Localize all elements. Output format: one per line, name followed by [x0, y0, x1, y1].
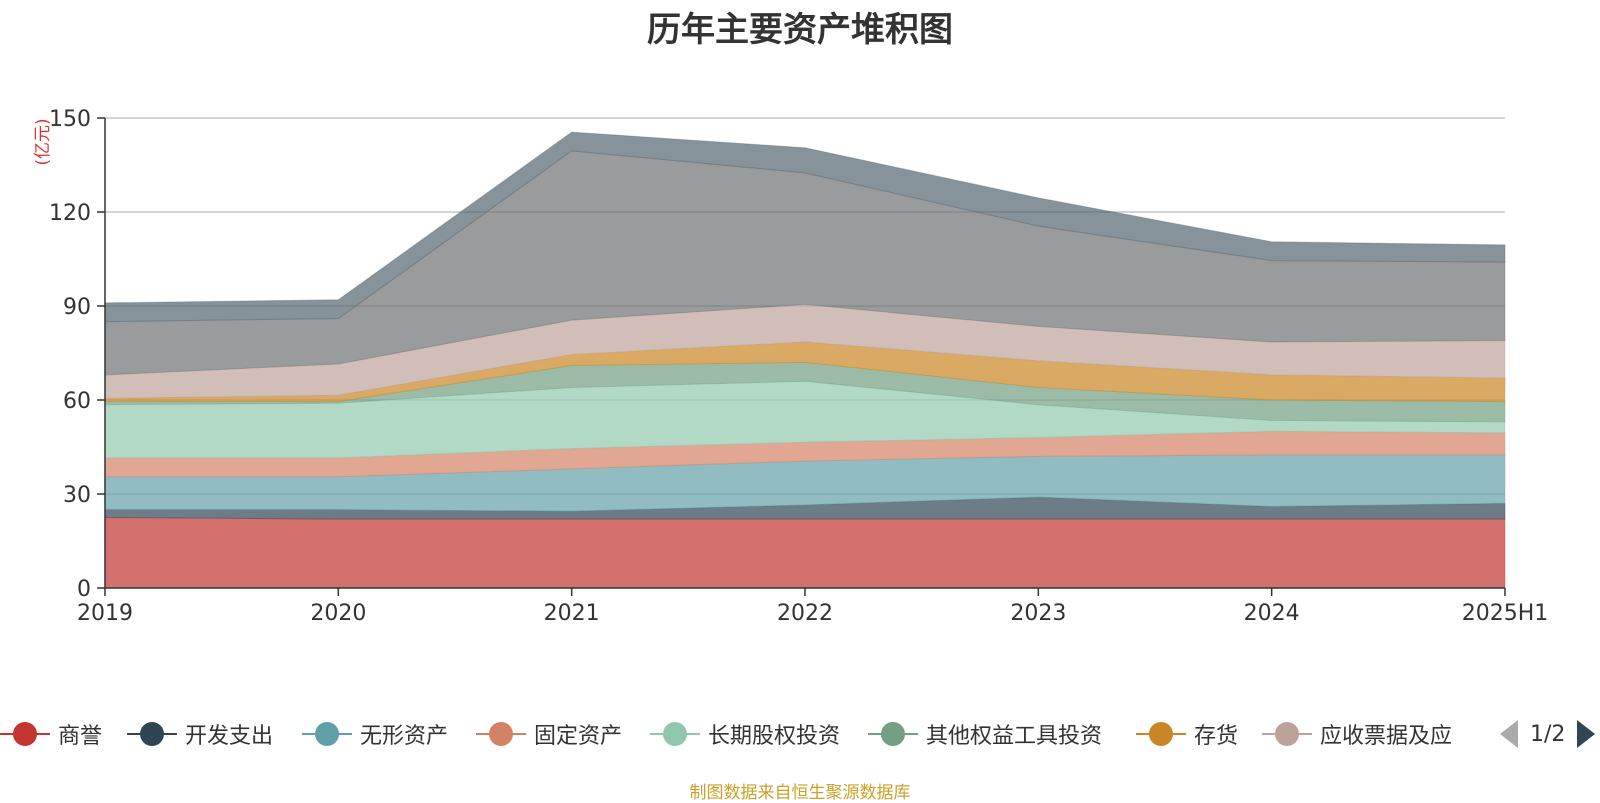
legend-marker-icon	[302, 712, 352, 756]
axis-labels: 0 30 60 90 120 150 2019 2020 2021 2022 2023 2024 202…	[33, 107, 1548, 626]
legend-dot	[315, 722, 339, 746]
pager-page-indicator: 1/2	[1530, 721, 1566, 747]
legend-label: 无形资产	[360, 724, 449, 749]
legend-label: 其他权益工具投资	[926, 724, 1103, 749]
legend-marker-icon	[868, 712, 918, 756]
x-tick-label: 2022	[777, 601, 833, 626]
area-series-0	[104, 516, 1506, 589]
x-tick-label: 2024	[1244, 601, 1300, 626]
pager-next-arrow-icon[interactable]	[1577, 720, 1596, 748]
legend-item[interactable]: 应收票据及应	[1262, 712, 1452, 756]
y-axis-unit-label: (亿元)	[33, 118, 53, 165]
y-tick-label: 60	[63, 389, 91, 414]
legend-item[interactable]: 其他权益工具投资	[868, 712, 1102, 756]
legend-item[interactable]: 存货	[1136, 712, 1238, 756]
x-tick-label: 2025H1	[1462, 601, 1549, 626]
legend-dot	[489, 722, 513, 746]
legend-item[interactable]: 无形资产	[302, 712, 448, 756]
data-source-footer: 制图数据来自恒生聚源数据库	[689, 783, 911, 803]
legend-dot	[140, 722, 164, 746]
area-series-9	[104, 131, 1506, 323]
y-tick-label: 0	[77, 577, 91, 602]
legend-dot	[663, 722, 687, 746]
legend-label: 长期股权投资	[708, 724, 841, 749]
legend-label: 商誉	[58, 724, 103, 749]
legend-marker-icon	[127, 712, 177, 756]
area-series-layer	[104, 131, 1506, 589]
legend-marker-icon	[476, 712, 526, 756]
legend-label: 固定资产	[534, 724, 623, 749]
legend-marker-icon	[1262, 712, 1312, 756]
legend: 商誉 开发支出 无形资产 固定资产 长期股权投资 其他权益工	[0, 712, 1480, 756]
y-tick-label: 30	[63, 483, 91, 508]
y-tick-label: 120	[49, 201, 91, 226]
legend-dot	[1275, 722, 1299, 746]
y-tick-label: 150	[49, 107, 91, 132]
legend-label: 开发支出	[185, 724, 274, 749]
legend-dot	[13, 722, 37, 746]
legend-item[interactable]: 固定资产	[476, 712, 622, 756]
x-tick-label: 2023	[1010, 601, 1066, 626]
legend-label: 存货	[1194, 724, 1239, 749]
x-tick-label: 2019	[77, 601, 133, 626]
legend-marker-icon	[0, 712, 50, 756]
chart-title: 历年主要资产堆积图	[647, 10, 953, 50]
x-tick-label: 2020	[310, 601, 366, 626]
x-tick-label: 2021	[544, 601, 600, 626]
legend-item[interactable]: 商誉	[0, 712, 102, 756]
legend-marker-icon	[1136, 712, 1186, 756]
legend-label: 应收票据及应	[1320, 724, 1453, 749]
legend-dot	[1149, 722, 1173, 746]
pager-prev-arrow-icon[interactable]	[1500, 720, 1518, 748]
area-series-6	[104, 341, 1506, 403]
legend-item[interactable]: 开发支出	[127, 712, 273, 756]
legend-item[interactable]: 长期股权投资	[650, 712, 840, 756]
y-tick-label: 90	[63, 295, 91, 320]
axes	[97, 117, 1506, 596]
legend-pager: 1/2	[1500, 712, 1596, 756]
legend-dot	[881, 722, 905, 746]
area-series-4	[104, 380, 1506, 459]
legend-marker-icon	[650, 712, 700, 756]
area-series-3	[104, 430, 1506, 478]
